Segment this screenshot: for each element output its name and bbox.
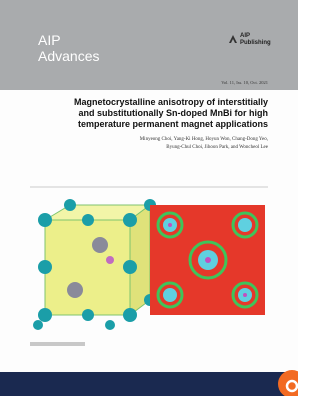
- publisher-logo: [228, 34, 238, 44]
- journal-name: Advances: [38, 48, 99, 64]
- article-authors: Minyeong Choi, Yang-Ki Hong, Hoyun Won, …: [140, 137, 268, 142]
- issue-info: Vol. 11, Iss. 10, Oct. 2021: [221, 80, 268, 85]
- cover-footer: [0, 372, 298, 396]
- cover-header: AIP Advances AIP Publishing: [0, 0, 298, 90]
- publisher-name: AIP: [240, 33, 250, 39]
- journal-badge: [276, 368, 298, 396]
- article-authors: Byung-Chul Choi, Jihoon Park, and Wonche…: [166, 145, 268, 150]
- article-title: Magnetocrystalline anisotropy of interst…: [74, 97, 268, 107]
- publisher-name: Publishing: [240, 40, 271, 46]
- article-title: and substitutionally Sn-doped MnBi for h…: [79, 108, 268, 118]
- journal-name: AIP: [38, 32, 61, 48]
- article-title: temperature permanent magnet application…: [78, 119, 268, 129]
- cover-illustration: [0, 165, 298, 372]
- journal-cover: AIP Advances AIP Publishing Vol. 11, Iss…: [0, 0, 298, 396]
